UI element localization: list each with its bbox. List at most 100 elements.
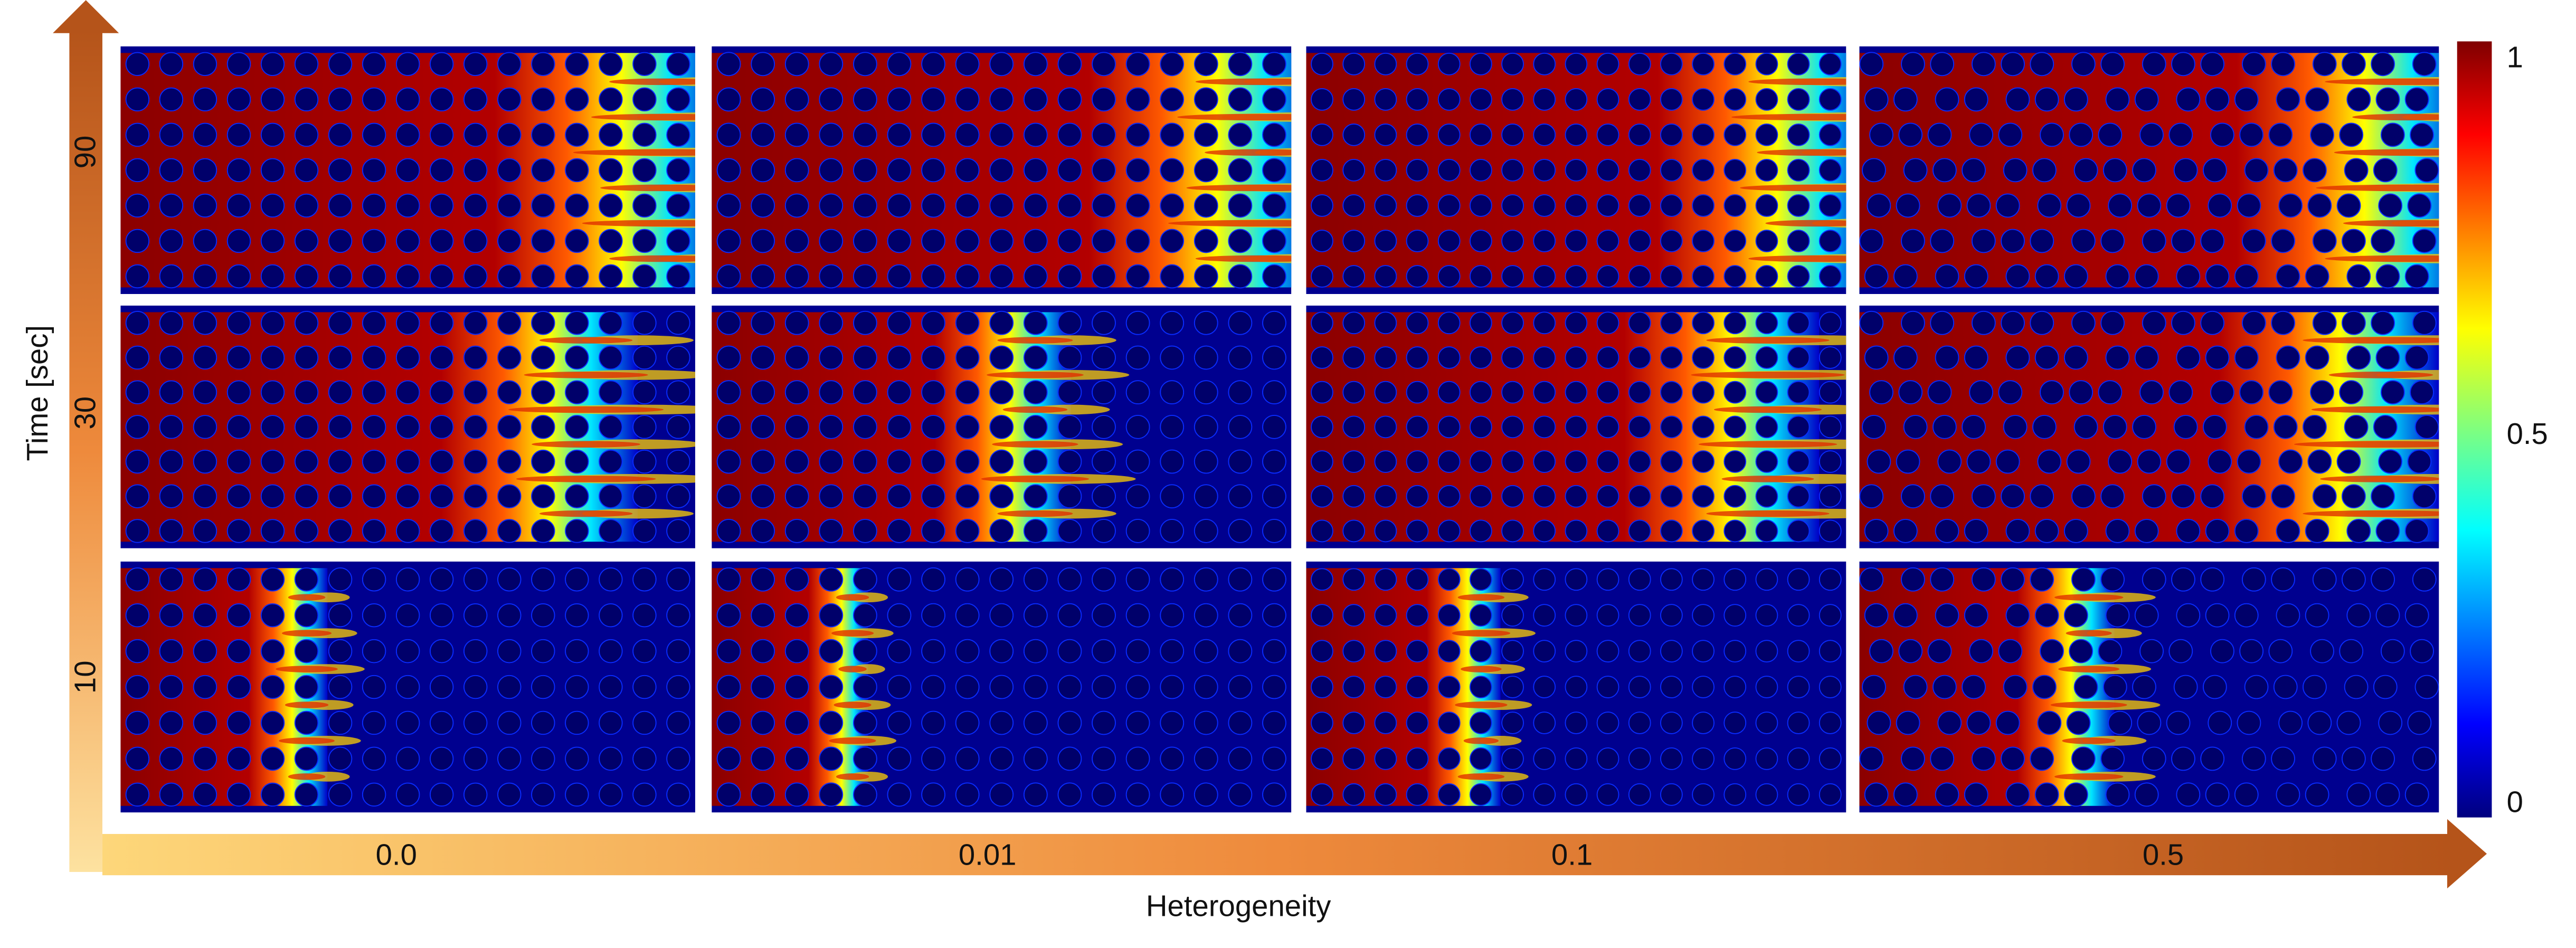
pore: [1125, 782, 1150, 807]
pore: [1596, 676, 1620, 698]
pore: [666, 519, 690, 543]
pore: [1125, 639, 1150, 663]
pore: [1374, 604, 1397, 627]
pore: [1194, 158, 1218, 183]
pore: [2005, 603, 2030, 628]
pore: [1565, 519, 1588, 543]
pore: [1692, 712, 1715, 734]
pore: [531, 484, 555, 508]
pore: [1903, 414, 1928, 439]
pore: [2312, 229, 2337, 253]
pore: [2371, 52, 2395, 77]
pore: [1092, 782, 1116, 807]
pore: [2168, 380, 2193, 405]
pore: [1901, 484, 1925, 509]
pore: [1194, 345, 1218, 370]
y-axis-label: Time [sec]: [21, 325, 54, 461]
pore: [429, 567, 454, 592]
pore: [716, 519, 741, 543]
pore: [599, 603, 623, 628]
pore: [1896, 449, 1920, 474]
pore: [666, 52, 690, 77]
pore: [2210, 380, 2234, 405]
pore: [2205, 782, 2230, 807]
pore: [1859, 567, 1884, 592]
pore: [2341, 229, 2366, 253]
pore: [1469, 265, 1492, 288]
pore: [2200, 746, 2225, 771]
pore: [2303, 675, 2327, 699]
pore: [1501, 676, 1524, 698]
pore: [1755, 519, 1778, 543]
pore: [1787, 265, 1810, 288]
pore: [1964, 519, 1988, 543]
finger-core: [834, 701, 872, 708]
pore: [1092, 264, 1116, 289]
pore: [853, 519, 877, 543]
pore: [260, 710, 285, 735]
pore: [1533, 123, 1556, 146]
pore: [362, 193, 386, 218]
pore: [1859, 484, 1884, 509]
pore: [294, 193, 319, 218]
pore: [226, 193, 251, 218]
pore: [921, 567, 945, 592]
pore: [2310, 122, 2334, 147]
pore: [2105, 519, 2130, 543]
pore: [362, 380, 386, 404]
pore: [1533, 346, 1556, 369]
pore: [2040, 122, 2064, 147]
pore: [2069, 122, 2094, 147]
pore: [1023, 87, 1048, 112]
pore: [955, 310, 980, 335]
pore: [1962, 414, 1986, 439]
pore: [1755, 604, 1778, 627]
pore: [2375, 782, 2400, 807]
pore: [1160, 484, 1185, 509]
pore: [1660, 450, 1683, 473]
pore: [1628, 450, 1651, 473]
pore: [1469, 519, 1492, 543]
pore: [1787, 450, 1810, 473]
pore: [853, 229, 877, 253]
pore: [632, 87, 657, 112]
pore: [395, 415, 420, 439]
pore: [784, 746, 809, 771]
pore: [2173, 414, 2198, 439]
pore: [1228, 710, 1253, 735]
pore: [1057, 122, 1082, 147]
pore: [1893, 519, 1918, 543]
pore: [716, 639, 741, 663]
pore: [565, 380, 589, 404]
pore: [819, 87, 844, 112]
pore: [1755, 381, 1778, 404]
pore: [1966, 449, 1991, 474]
pore: [955, 675, 980, 699]
pore: [294, 380, 319, 404]
pore: [599, 311, 623, 335]
pore: [429, 639, 454, 663]
pore: [2005, 519, 2030, 543]
pore: [2134, 87, 2159, 112]
pore: [1723, 604, 1747, 627]
simulation-panel: [1859, 305, 2439, 548]
pore: [2134, 519, 2159, 543]
pore: [1406, 640, 1429, 663]
pore: [1437, 712, 1461, 734]
pore: [819, 484, 844, 509]
finger-core: [2066, 630, 2112, 637]
pore: [1262, 603, 1286, 628]
pore: [751, 52, 775, 77]
pore: [1057, 264, 1082, 289]
finger-core: [609, 78, 695, 86]
pore: [463, 639, 488, 663]
pore: [2268, 639, 2293, 663]
pore: [716, 193, 741, 218]
simulation-panel: [1306, 305, 1846, 548]
pore: [125, 264, 150, 289]
finger-core: [838, 666, 867, 672]
pore: [819, 229, 844, 253]
pore: [226, 311, 251, 335]
pore: [819, 675, 844, 699]
pore: [1311, 159, 1333, 182]
